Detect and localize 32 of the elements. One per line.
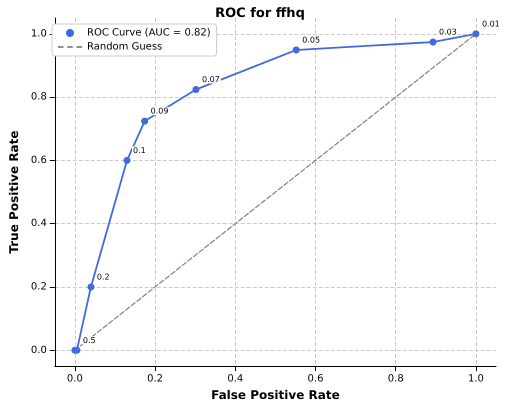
y-tick-label: 0.0 (30, 344, 47, 356)
point (292, 46, 300, 54)
annotation: 0.09 (150, 106, 168, 116)
annotation: 0.03 (439, 28, 457, 37)
x-tick-label: 0.0 (66, 374, 83, 385)
y-tick-label: 0.4 (30, 218, 47, 230)
annotation: 0.5 (82, 336, 96, 345)
point (87, 283, 94, 290)
annotation: 0.2 (96, 272, 110, 282)
point (472, 30, 480, 38)
y-tick-label: 0.6 (30, 154, 47, 166)
annotation: 0.1 (133, 146, 146, 155)
x-tick-label: 0.2 (147, 374, 164, 385)
point (124, 156, 130, 164)
x-tick-label: 0.8 (388, 374, 404, 385)
y-axis-title: True Positive Rate (7, 130, 21, 254)
annotation: 0.07 (202, 75, 220, 84)
x-tick-label: 0.4 (227, 374, 244, 385)
point (141, 118, 148, 125)
y-tick-label: 1.0 (30, 28, 47, 40)
point (192, 86, 200, 94)
legend-label: ROC Curve (AUC = 0.82) (87, 28, 211, 38)
x-tick-label: 1.0 (468, 374, 484, 385)
point (430, 38, 437, 46)
y-tick-label: 0.2 (30, 281, 47, 292)
x-axis-title: False Positive Rate (211, 388, 340, 402)
annotation: 0.01 (482, 19, 500, 28)
legend-label: Random Guess (87, 42, 162, 52)
x-tick-label: 0.6 (308, 374, 324, 385)
annotation: 0.05 (302, 35, 320, 44)
y-tick-label: 0.8 (30, 92, 47, 103)
chart-title: ROC for ffhq (215, 6, 305, 21)
